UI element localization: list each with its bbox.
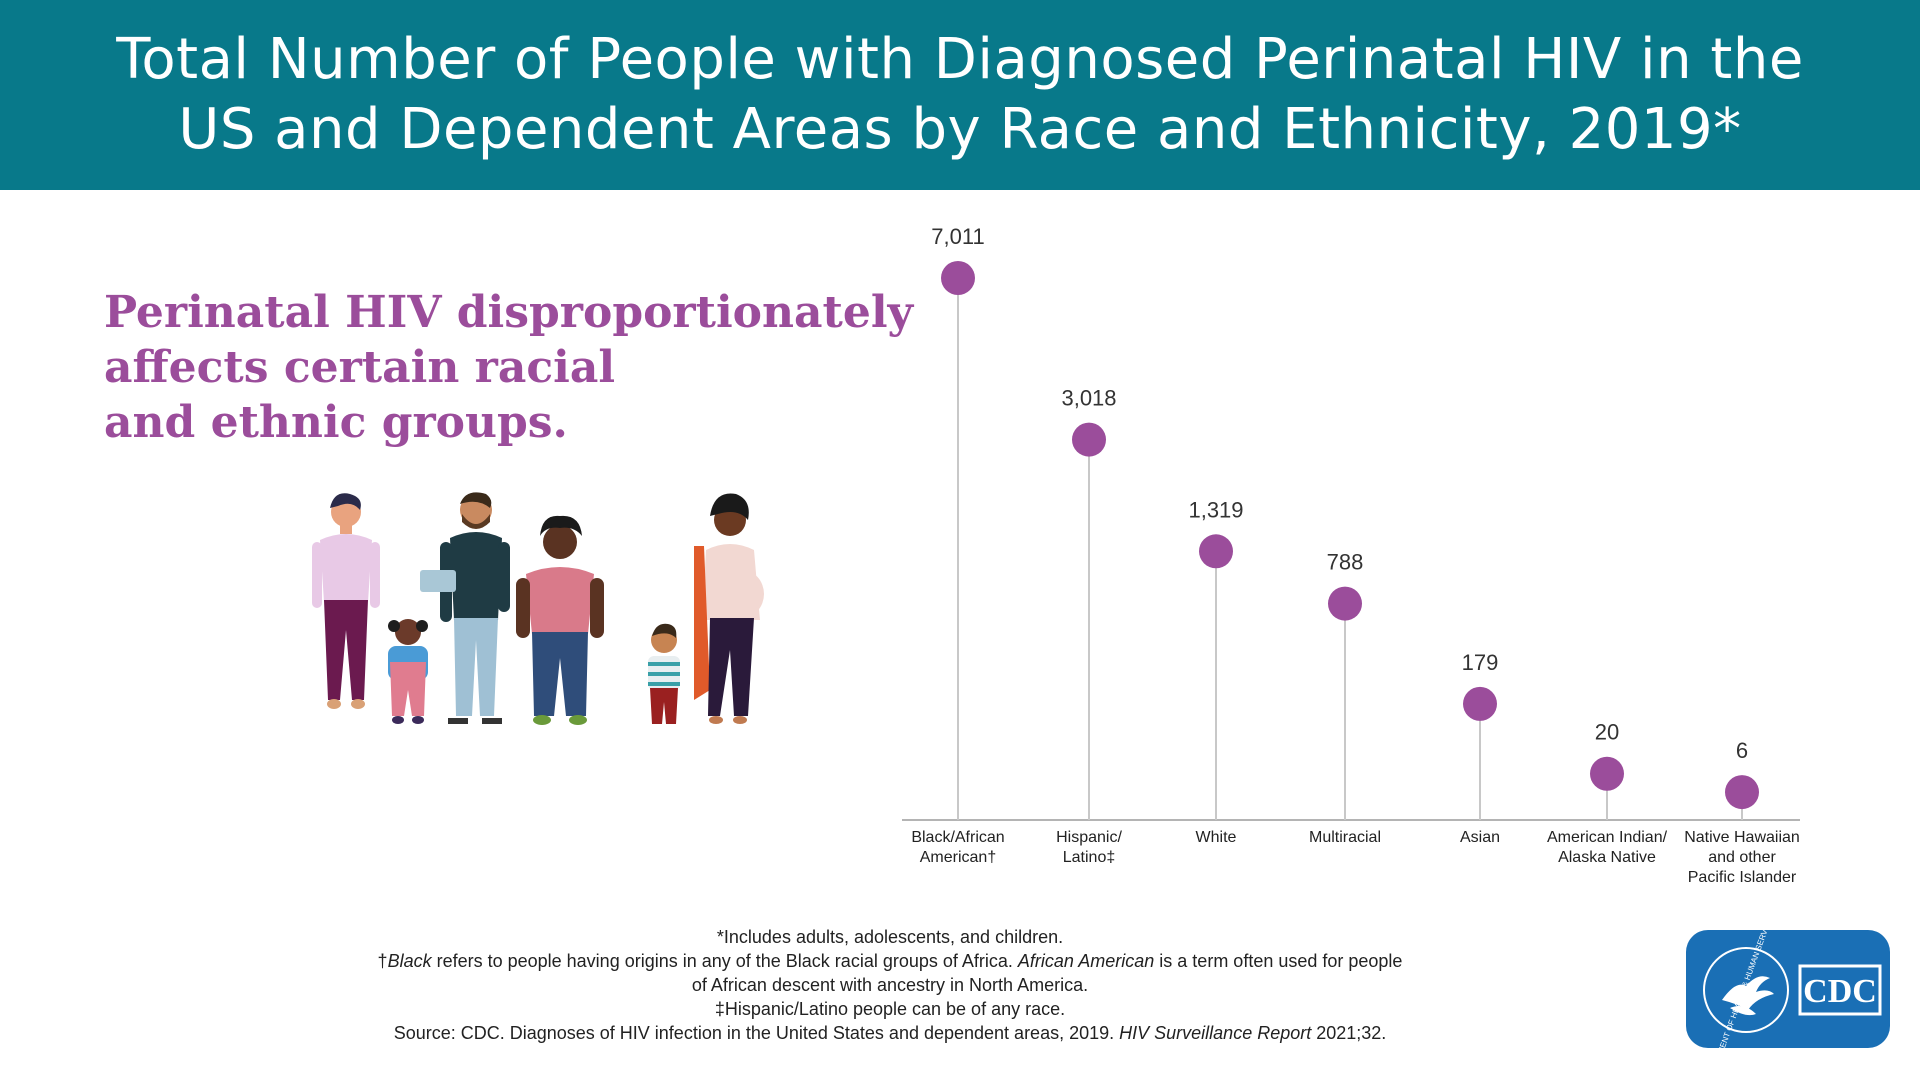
- cdc-logo: DEPARTMENT OF HEALTH & HUMAN SERVICES US…: [1686, 930, 1890, 1048]
- footnote-black-definition: †Black refers to people having origins i…: [360, 949, 1420, 973]
- page-title-line-2: US and Dependent Areas by Race and Ethni…: [178, 97, 1742, 162]
- data-value-label: 788: [1327, 550, 1364, 575]
- footnote-includes: *Includes adults, adolescents, and child…: [716, 927, 1064, 947]
- category-label: White: [1196, 829, 1237, 846]
- footnotes: *Includes adults, adolescents, and child…: [360, 925, 1420, 1045]
- data-value-label: 6: [1736, 738, 1748, 763]
- data-point: [1725, 775, 1759, 810]
- pregnant-woman-figure-icon: [694, 493, 764, 724]
- data-point: [1590, 756, 1624, 791]
- category-label: Latino‡: [1063, 849, 1116, 866]
- category-label: and other: [1708, 849, 1776, 866]
- data-point: [1199, 534, 1233, 569]
- hhs-seal-icon: DEPARTMENT OF HEALTH & HUMAN SERVICES US…: [1703, 930, 1789, 1048]
- category-label: Asian: [1460, 829, 1500, 846]
- data-value-label: 7,011: [931, 224, 984, 249]
- data-value-label: 179: [1462, 650, 1499, 675]
- girl-figure-icon: [388, 619, 428, 724]
- source-report-title: HIV Surveillance Report: [1119, 1023, 1312, 1043]
- category-label: American Indian/: [1547, 829, 1668, 846]
- data-point: [1463, 686, 1497, 721]
- subheading: Perinatal HIV disproportionately affects…: [104, 285, 914, 450]
- footnote-source: Source: CDC. Diagnoses of HIV infection …: [360, 1021, 1420, 1045]
- footnote-term-black: Black: [387, 951, 432, 971]
- data-point: [1072, 422, 1106, 457]
- footnote-hispanic: ‡Hispanic/Latino people can be of any ra…: [714, 999, 1066, 1019]
- data-value-label: 1,319: [1188, 497, 1243, 522]
- lollipop-chart: 7,011 Black/African American† 3,018 Hispanic…: [902, 224, 1800, 886]
- source-text-end: 2021;32.: [1311, 1023, 1387, 1043]
- category-label: Native Hawaiian: [1684, 829, 1800, 846]
- footnote-african-descent: of African descent with ancestry in Nort…: [691, 975, 1089, 995]
- person-curly-hair-icon: [516, 515, 604, 725]
- people-illustration: [312, 492, 764, 725]
- cdc-logo-text: CDC: [1803, 973, 1877, 1010]
- footnote-dagger-mark: †: [377, 951, 388, 971]
- category-label: American†: [920, 849, 996, 866]
- data-value-label: 20: [1595, 720, 1619, 745]
- data-value-label: 3,018: [1061, 386, 1116, 411]
- category-label: Black/African: [911, 829, 1004, 846]
- page-title-line-1: Total Number of People with Diagnosed Pe…: [116, 27, 1804, 92]
- cdc-wordmark: CDC: [1798, 964, 1882, 1016]
- footnote-black-text-end: is a term often used for people: [1154, 951, 1403, 971]
- source-text: Source: CDC. Diagnoses of HIV infection …: [393, 1023, 1120, 1043]
- man-figure-icon: [420, 492, 510, 724]
- woman-figure-icon: [312, 493, 380, 709]
- category-label: Pacific Islander: [1688, 869, 1797, 886]
- footnote-term-african-american: African American: [1017, 951, 1155, 971]
- subheading-line-2: affects certain racial: [104, 342, 616, 393]
- subheading-line-3: and ethnic groups.: [104, 397, 568, 448]
- category-label: Multiracial: [1309, 829, 1381, 846]
- header-banner: Total Number of People with Diagnosed Pe…: [0, 0, 1920, 190]
- category-label: Alaska Native: [1558, 849, 1656, 866]
- data-point: [941, 261, 975, 295]
- footnote-black-text: refers to people having origins in any o…: [431, 951, 1018, 971]
- category-label: Hispanic/: [1056, 829, 1122, 846]
- subheading-line-1: Perinatal HIV disproportionately: [104, 287, 914, 338]
- boy-figure-icon: [648, 623, 680, 724]
- data-point: [1328, 586, 1362, 621]
